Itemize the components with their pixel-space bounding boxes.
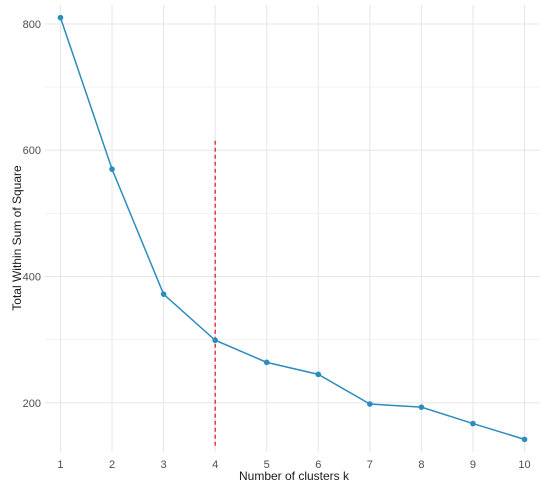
x-tick-label: 3 [161,459,167,471]
x-tick-label: 10 [518,459,530,471]
data-point-k2 [109,166,115,172]
x-tick-label: 2 [109,459,115,471]
x-tick-label: 7 [367,459,373,471]
data-point-k8 [418,404,425,410]
x-tick-label: 1 [57,459,63,471]
y-tick-label: 600 [23,145,41,157]
data-point-k7 [367,401,373,407]
data-point-k10 [521,436,528,443]
y-tick-label: 400 [23,271,41,283]
series-line [59,17,525,441]
data-point-k6 [315,371,322,378]
x-tick-label: 6 [315,459,321,471]
x-tick-label: 9 [470,459,476,471]
data-point-k9 [470,420,476,427]
x-tick-label: 4 [212,459,218,471]
x-tick-label: 8 [418,459,424,471]
data-point-k5 [263,359,270,366]
data-point-k4 [212,337,218,344]
y-tick-label: 200 [23,398,41,410]
data-point-k1 [57,14,64,21]
x-tick-label: 5 [264,459,270,471]
data-point-k3 [160,291,167,297]
y-tick-label: 800 [23,19,41,31]
